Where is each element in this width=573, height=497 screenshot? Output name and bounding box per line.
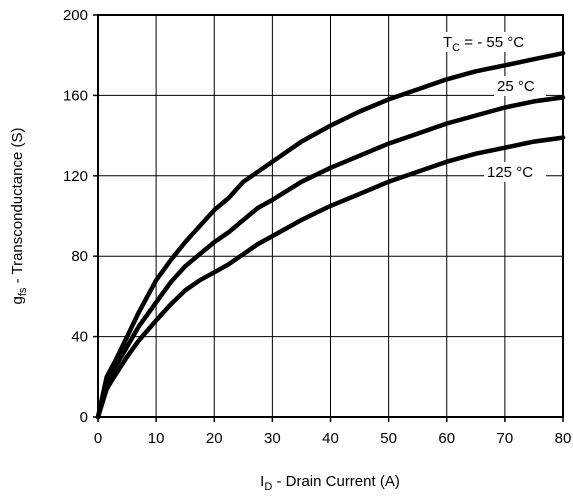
curve-label: TC = - 55 °C [443,34,524,54]
x-tick-label: 50 [380,430,397,447]
x-tick-label: 30 [264,430,281,447]
curve-label: 25 °C [497,78,535,95]
curve-label: 125 °C [487,164,533,181]
x-tick-label: 20 [206,430,223,447]
x-tick-label: 80 [555,430,572,447]
series-curves [95,50,566,420]
x-tick-label: 10 [148,430,165,447]
y-tick-label: 120 [63,168,88,185]
curve-label-background [440,32,548,52]
curve-label-background [494,76,546,96]
x-axis-label: ID - Drain Current (A) [260,473,400,493]
x-tick-label: 60 [438,430,455,447]
series-line [95,135,566,420]
series-line [95,50,566,420]
y-tick-label: 40 [71,329,88,346]
x-tick-label: 0 [94,430,102,447]
curve-labels: TC = - 55 °C 25 °C 125 °C [440,32,548,182]
x-tick-label: 40 [322,430,339,447]
y-tick-label: 0 [80,409,88,426]
x-tick-label: 70 [497,430,514,447]
grid-lines [93,14,564,422]
tick-labels: 0 10 20 30 40 50 60 70 80 0 40 80 120 160 200 [63,7,571,447]
plot-frame [97,14,564,418]
y-tick-label: 200 [63,7,88,24]
series-line [95,95,566,420]
curve-label-background [484,162,546,182]
y-tick-label: 80 [71,248,88,265]
y-tick-label: 160 [63,87,88,104]
y-axis-label: gfs - Transconductance (S) [9,128,29,305]
